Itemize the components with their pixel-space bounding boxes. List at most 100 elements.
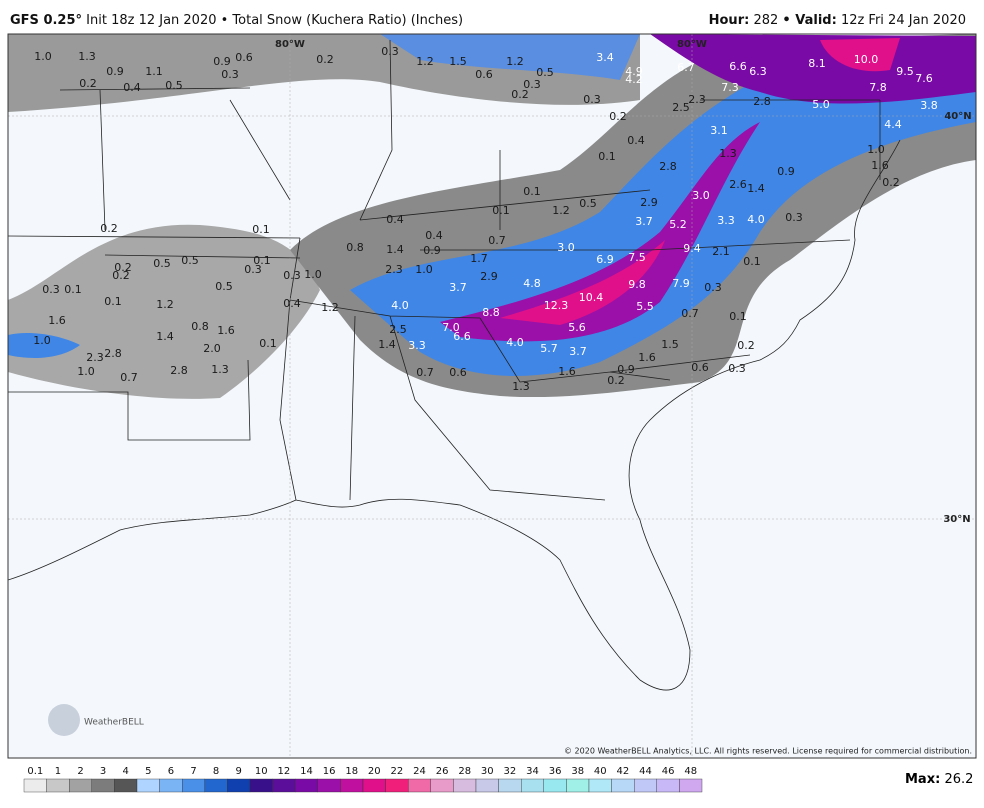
colorbar-swatch <box>656 778 680 793</box>
snow-amount: 0.9 <box>777 165 795 178</box>
colorbar-tick-label: 44 <box>639 766 652 777</box>
colorbar-tick-label: 2 <box>77 766 83 777</box>
snow-amount: 7.5 <box>628 251 646 264</box>
snow-amount: 6.6 <box>729 60 747 73</box>
colorbar-tick-label: 48 <box>684 766 697 777</box>
snow-amount: 1.2 <box>506 55 524 68</box>
colorbar-tick-label: 16 <box>323 766 336 777</box>
colorbar-swatch <box>453 778 477 793</box>
hour: 282 <box>753 13 778 28</box>
snow-amount: 0.2 <box>79 77 97 90</box>
snow-amount: 0.1 <box>729 310 747 323</box>
colorbar-swatch <box>611 778 635 793</box>
snow-amount: 0.3 <box>381 45 399 58</box>
snow-amount: 0.5 <box>153 257 171 270</box>
snow-amount: 1.1 <box>145 65 163 78</box>
snow-amount: 1.3 <box>78 50 96 63</box>
snow-amount: 0.4 <box>123 81 141 94</box>
colorbar-tick-label: 8 <box>213 766 219 777</box>
snow-amount: 0.7 <box>488 234 506 247</box>
snow-amount: 1.2 <box>321 301 339 314</box>
snow-amount: 1.6 <box>48 314 66 327</box>
snow-amount: 0.5 <box>165 79 183 92</box>
snow-amount: 1.3 <box>719 147 737 160</box>
colorbar-tick-label: 42 <box>617 766 630 777</box>
colorbar-tick-label: 7 <box>190 766 196 777</box>
grid-label: 30°N <box>943 514 970 525</box>
snow-blue <box>380 34 640 80</box>
colorbar-swatch <box>227 778 251 793</box>
colorbar-tick-label: 22 <box>391 766 404 777</box>
colorbar-tick-label: 5 <box>145 766 151 777</box>
snow-gray <box>8 224 320 399</box>
snow-amount: 0.2 <box>882 176 900 189</box>
max-label: Max: <box>905 772 940 787</box>
header-left: GFS 0.25° Init 18z 12 Jan 2020 • Total S… <box>10 13 463 28</box>
max-value: 26.2 <box>944 772 973 787</box>
snow-amount: 0.1 <box>259 337 277 350</box>
snow-amount: 3.3 <box>717 214 735 227</box>
snow-amount: 3.7 <box>449 281 467 294</box>
snow-amount: 1.6 <box>871 159 889 172</box>
snow-amount: 9.5 <box>896 65 914 78</box>
snow-amount: 2.0 <box>203 342 221 355</box>
snow-amount: 2.3 <box>385 263 403 276</box>
snow-amount: 0.2 <box>100 222 118 235</box>
snow-amount: 7.3 <box>721 81 739 94</box>
snow-amount: 1.6 <box>217 324 235 337</box>
snow-amount: 0.7 <box>120 371 138 384</box>
colorbar-tick-label: 0.1 <box>27 766 43 777</box>
snow-amount: 0.9 <box>106 65 124 78</box>
snow-amount: 0.7 <box>681 307 699 320</box>
colorbar-swatch <box>679 778 703 793</box>
snow-amount: 2.6 <box>729 178 747 191</box>
snow-amount: 0.3 <box>244 263 262 276</box>
snow-amount: 1.0 <box>34 50 52 63</box>
colorbar-swatch <box>23 778 47 793</box>
snow-amount: 1.7 <box>470 252 488 265</box>
snow-amount: 5.7 <box>540 342 558 355</box>
valid-label: • Valid: <box>782 13 836 28</box>
snow-amount: 0.1 <box>104 295 122 308</box>
run: Init 18z 12 Jan 2020 • Total Snow (Kuche… <box>86 13 463 28</box>
colorbar-swatch <box>340 778 364 793</box>
map: 1.0 1.3 0.9 1.1 0.2 0.4 0.5 0.9 0.6 0.3 0.2 0.3 1.2 1… <box>8 34 976 758</box>
snow-amount: 2.3 <box>688 93 706 106</box>
max: Max: 26.2 <box>905 772 973 787</box>
snow-amount: 0.6 <box>691 361 709 374</box>
snow-amount: 7.6 <box>915 72 933 85</box>
logo-icon <box>48 704 80 736</box>
colorbar-swatch <box>136 778 160 793</box>
snow-amount: 3.0 <box>692 189 710 202</box>
snow-amount: 0.2 <box>316 53 334 66</box>
snow-amount: 5.5 <box>636 300 654 313</box>
colorbar-tick-label: 18 <box>345 766 358 777</box>
colorbar-swatch <box>498 778 522 793</box>
snow-amount: 1.5 <box>661 338 679 351</box>
snow-pink <box>500 240 665 325</box>
snow-amount: 4.0 <box>506 336 524 349</box>
snow-amount: 0.3 <box>42 283 60 296</box>
snow-amount: 0.5 <box>215 280 233 293</box>
snow-amount: 4.0 <box>747 213 765 226</box>
snow-amount: 1.5 <box>449 55 467 68</box>
colorbar-swatch <box>249 778 273 793</box>
snow-amount: 3.7 <box>569 345 587 358</box>
snow-amount: 5.2 <box>669 218 687 231</box>
snow-amount: 5.6 <box>568 321 586 334</box>
snow-amount: 1.0 <box>415 263 433 276</box>
colorbar-swatch <box>430 778 454 793</box>
snow-amount: 4.4 <box>884 118 902 131</box>
snow-amount: 6.9 <box>596 253 614 266</box>
snow-amount: 1.4 <box>747 182 765 195</box>
snow-amount: 0.1 <box>743 255 761 268</box>
grid-label: 40°N <box>944 111 971 122</box>
snow-amount: 0.1 <box>64 283 82 296</box>
snow-amount: 7.8 <box>869 81 887 94</box>
snow-amount: 0.5 <box>579 197 597 210</box>
snow-amount: 2.8 <box>104 347 122 360</box>
snow-amount: 0.4 <box>627 134 645 147</box>
snow-amount: 0.6 <box>475 68 493 81</box>
snow-amount: 1.6 <box>638 351 656 364</box>
